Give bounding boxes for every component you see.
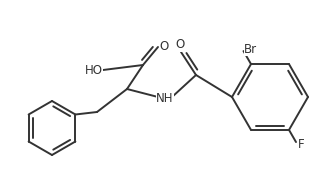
Text: O: O	[159, 40, 169, 52]
Text: Br: Br	[244, 43, 257, 56]
Text: HO: HO	[85, 65, 103, 77]
Text: O: O	[175, 38, 184, 52]
Text: F: F	[298, 137, 304, 151]
Text: NH: NH	[156, 91, 174, 105]
